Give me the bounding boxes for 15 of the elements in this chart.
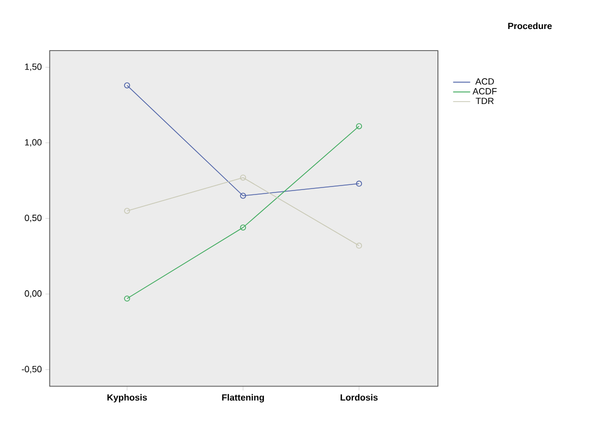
y-tick-label: 0,00 xyxy=(24,290,42,298)
x-tick-label: Kyphosis xyxy=(107,394,147,403)
x-tick-label: Lordosis xyxy=(340,394,378,401)
legend-label: ACD xyxy=(475,78,494,85)
point xyxy=(240,174,246,181)
y-tick-label: 0,50 xyxy=(24,214,42,222)
point xyxy=(240,192,246,199)
legend-label: TDR xyxy=(476,98,494,104)
legend-label: ACDF xyxy=(472,88,497,95)
y-tick-label: -0,50 xyxy=(22,366,42,374)
y-tick-label: 1,00 xyxy=(25,139,42,147)
legend-title: Procedure xyxy=(508,22,552,30)
point xyxy=(240,224,246,231)
y-tick-label: 1,50 xyxy=(25,64,42,72)
x-tick-label: Flattening xyxy=(222,394,264,403)
